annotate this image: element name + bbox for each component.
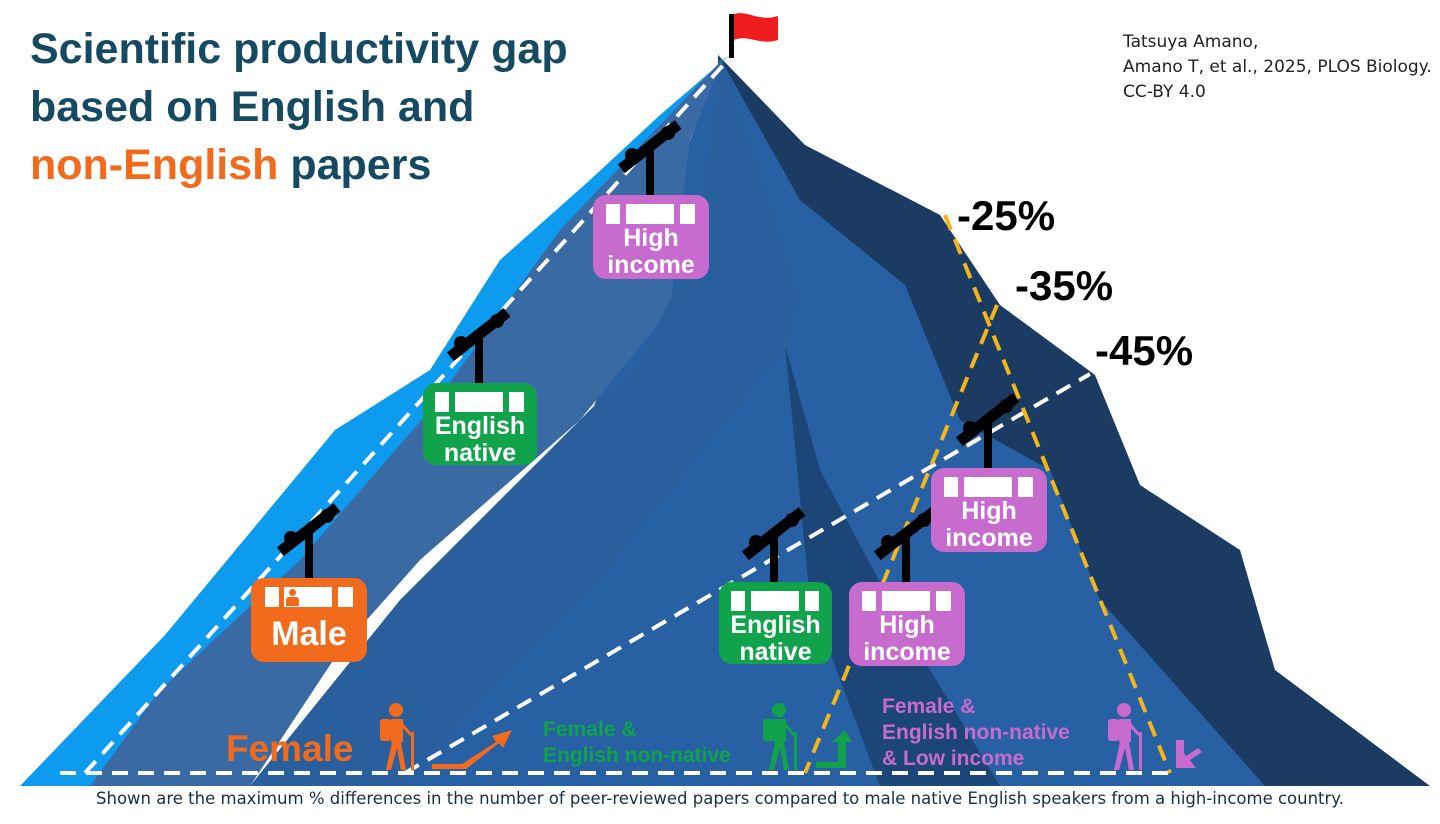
gondola-label-line-1: High — [961, 497, 1017, 525]
gondola-high-income: High income — [593, 195, 709, 279]
mountain-mid-face — [400, 58, 1265, 786]
route-lines — [60, 60, 1175, 775]
gondola-label-line-1: High — [623, 224, 679, 252]
group-label-female: Female — [226, 728, 354, 769]
page-title: Scientific productivity gap based on Eng… — [30, 20, 568, 194]
mountain-center-face — [250, 60, 800, 786]
credit-author: Tatsuya Amano, — [1123, 32, 1259, 52]
credit-license: CC-BY 4.0 — [1123, 82, 1206, 102]
gondola-label-line-1: English — [434, 412, 526, 440]
mountain-light-face — [20, 55, 730, 786]
gap-lines — [803, 214, 1172, 774]
gondola-high-income: High income — [931, 468, 1047, 552]
credit-citation: Amano T, et al., 2025, PLOS Biology. — [1123, 57, 1432, 77]
group-label-line-2: English non-native — [882, 721, 1070, 744]
person-icon — [285, 588, 299, 606]
gondola-label-line-2: income — [945, 524, 1033, 552]
flag-icon — [729, 13, 778, 58]
gondola-male: Male — [251, 578, 367, 662]
mountain-ridge — [785, 345, 1000, 786]
credit-block: Tatsuya Amano, Amano T, et al., 2025, PL… — [1123, 30, 1432, 105]
group-label-line-1: Female & — [882, 695, 976, 718]
gondola-label-line-2: income — [863, 638, 951, 666]
gondola-english-native: English native — [423, 383, 537, 467]
gondola-label-line-1: High — [879, 611, 935, 639]
arrow-up-right-icon — [816, 730, 852, 768]
title-line-3: papers — [290, 141, 432, 189]
gap-label-35: -35% — [1015, 262, 1114, 309]
arrow-up-right-icon — [1176, 740, 1202, 768]
group-label-line-1: Female & — [543, 718, 637, 741]
group-label-line-2: English non-native — [543, 744, 731, 767]
title-highlight: non-English — [30, 141, 279, 189]
group-label-female-non-native-low-income: Female & English non-native & Low income — [882, 694, 1070, 772]
arrow-up-right-icon — [432, 730, 512, 769]
footer-note: Shown are the maximum % differences in t… — [96, 789, 1344, 808]
group-label-line-3: & Low income — [882, 747, 1025, 770]
gap-label-45: -45% — [1095, 327, 1194, 374]
gondola-high-income: High income — [849, 582, 965, 666]
title-line-2: based on English and — [30, 83, 475, 131]
group-label-female-non-native: Female & English non-native — [543, 717, 731, 769]
gondola-label-line-2: native — [739, 638, 812, 666]
gondola-label: Male — [271, 615, 347, 653]
gondola-english-native: English native — [719, 582, 832, 666]
gondola-label-line-1: English — [730, 611, 821, 639]
gondola-label-line-2: native — [443, 439, 517, 467]
gondola-label-line-2: income — [607, 251, 695, 279]
title-line-1: Scientific productivity gap — [30, 25, 568, 73]
gap-label-25: -25% — [957, 192, 1056, 239]
